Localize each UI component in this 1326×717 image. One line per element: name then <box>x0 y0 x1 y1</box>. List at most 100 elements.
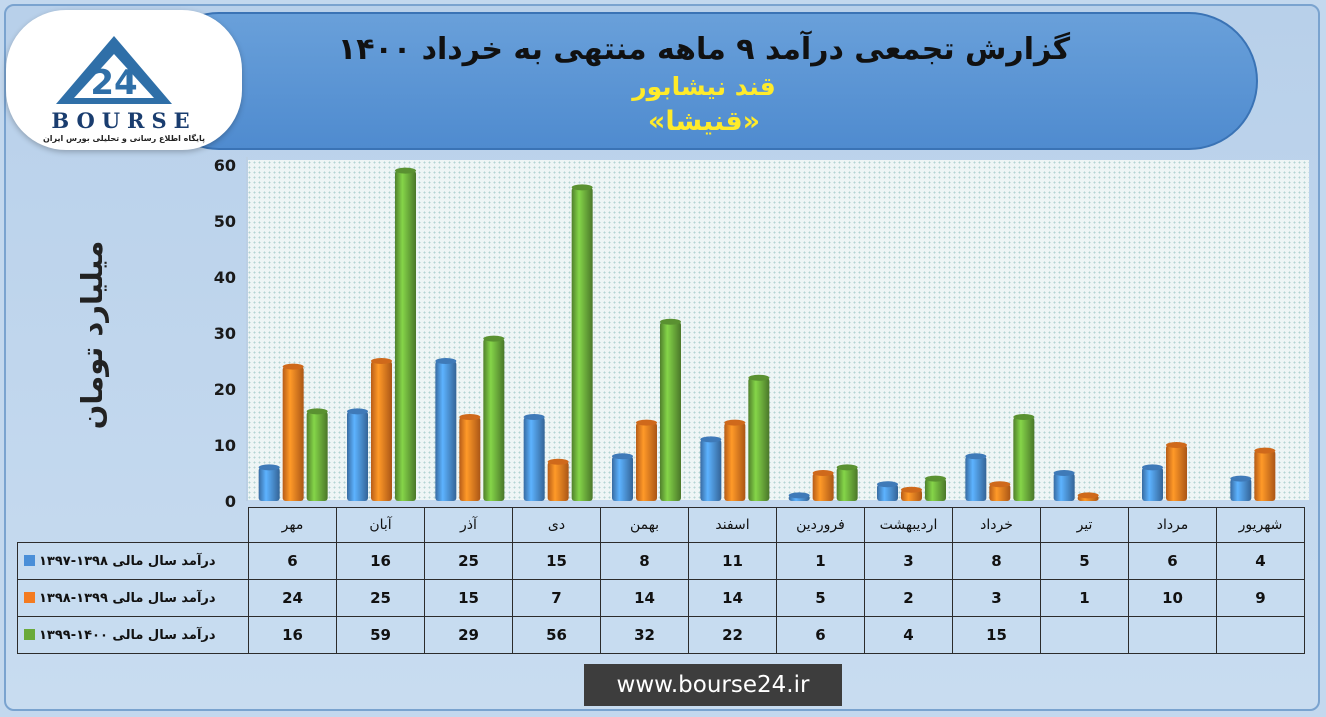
legend-label: درآمد سال مالی ۱۳۹۸-۱۳۹۷ <box>39 553 216 569</box>
bar-3 <box>836 467 858 501</box>
bar-2 <box>1254 450 1276 501</box>
bar-cap-2 <box>1254 447 1276 454</box>
bar-cap-3 <box>1013 414 1035 420</box>
bar-cap-3 <box>836 464 858 471</box>
bar-cap-1 <box>965 453 987 460</box>
table-cell-value: 32 <box>600 616 689 654</box>
table-cell-value: 15 <box>424 579 513 617</box>
legend-swatch <box>24 554 35 566</box>
legend-label: درآمد سال مالی ۱۴۰۰-۱۳۹۹ <box>39 627 216 643</box>
bar-cap-1 <box>1230 475 1252 482</box>
bar-1 <box>877 484 898 501</box>
bar-2 <box>636 422 657 501</box>
table-cell-value: 22 <box>688 616 777 654</box>
legend-label: درآمد سال مالی ۱۳۹۹-۱۳۹۸ <box>39 590 216 606</box>
x-category-label: خرداد <box>952 507 1041 543</box>
bar-cap-1 <box>788 492 810 499</box>
legend-swatch <box>24 591 35 603</box>
table-cell-value: 2 <box>864 579 953 617</box>
logo-word: BOURSE <box>51 108 197 133</box>
bar-cap-3 <box>925 475 946 482</box>
table-cell-value: 1 <box>1040 579 1129 617</box>
bar-3 <box>483 338 505 501</box>
bar-3 <box>306 411 328 501</box>
table-cell-value: 14 <box>600 579 689 617</box>
x-category-label: آبان <box>336 507 425 543</box>
bar-3 <box>1013 417 1035 501</box>
bar-cap-2 <box>636 419 657 426</box>
x-category-label: دی <box>512 507 601 543</box>
y-tick-label: 20 <box>214 380 236 399</box>
table-cell-value <box>1040 616 1129 654</box>
x-category-label: اسفند <box>688 507 777 543</box>
table-cell-value: 3 <box>864 542 953 580</box>
table-cell-value: 4 <box>1216 542 1305 580</box>
bar-cap-2 <box>1166 442 1187 448</box>
chart-title: گزارش تجمعی درآمد ۹ ماهه منتهی به خرداد … <box>337 32 1071 67</box>
bar-2 <box>371 361 392 501</box>
table-cell-value: 3 <box>952 579 1041 617</box>
bar-1 <box>523 417 545 501</box>
bar-3 <box>748 377 770 501</box>
table-cell-value: 11 <box>688 542 777 580</box>
table-cell-value: 56 <box>512 616 601 654</box>
y-axis-label: میلیارد تومان <box>75 240 109 430</box>
bar-cap-2 <box>459 414 481 420</box>
bar-cap-3 <box>748 374 770 381</box>
table-row-series-1: درآمد سال مالی ۱۳۹۸-۱۳۹۷ 6 16 25 15 8 11 1 3 8 5 6 4 <box>17 542 1305 580</box>
bar-cap-2 <box>901 486 922 493</box>
legend-entry: درآمد سال مالی ۱۴۰۰-۱۳۹۹ <box>17 616 249 654</box>
x-category-label: تیر <box>1040 507 1129 543</box>
bar-1 <box>1230 478 1252 501</box>
bar-2 <box>547 461 569 501</box>
bar-3 <box>925 478 946 501</box>
bar-2 <box>989 484 1011 501</box>
bar-cap-1 <box>1053 470 1075 476</box>
x-category-label: مهر <box>248 507 337 543</box>
bar-cap-2 <box>812 470 834 476</box>
bar-cap-3 <box>571 184 593 191</box>
bar-3 <box>571 187 593 501</box>
bar-1 <box>258 467 280 501</box>
x-category-label: شهریور <box>1216 507 1305 543</box>
table-cell-value: 9 <box>1216 579 1305 617</box>
y-tick-label: 30 <box>214 324 236 343</box>
y-tick-label: 40 <box>214 268 236 287</box>
bar-cap-2 <box>282 363 304 370</box>
legend-swatch <box>24 628 35 640</box>
company-symbol: «قنیشا» <box>647 106 761 137</box>
website-url[interactable]: www.bourse24.ir <box>584 664 842 706</box>
bar-3 <box>660 321 681 501</box>
legend-entry: درآمد سال مالی ۱۳۹۸-۱۳۹۷ <box>17 542 249 580</box>
table-cell-value: 5 <box>1040 542 1129 580</box>
table-cell-value: 8 <box>600 542 689 580</box>
bar-cap-3 <box>660 318 681 325</box>
bar-1 <box>965 456 987 501</box>
plot-area <box>247 160 1309 500</box>
table-cell-value: 7 <box>512 579 601 617</box>
bar-cap-2 <box>547 458 569 465</box>
table-cell-value: 14 <box>688 579 777 617</box>
table-cell-value: 6 <box>248 542 337 580</box>
bar-cap-1 <box>700 436 722 443</box>
logo-tagline: پایگاه اطلاع رسانی و تحلیلی بورس ایران <box>42 134 206 143</box>
table-cell-value: 4 <box>864 616 953 654</box>
bar-1 <box>1053 473 1075 501</box>
table-cell-value <box>1128 616 1217 654</box>
bar-2 <box>724 422 746 501</box>
bar-3 <box>395 170 416 501</box>
x-category-label: فروردین <box>776 507 865 543</box>
bar-cap-2 <box>724 419 746 426</box>
bar-1 <box>435 361 457 501</box>
table-cell-value: 8 <box>952 542 1041 580</box>
chart-header: گزارش تجمعی درآمد ۹ ماهه منتهی به خرداد … <box>150 12 1258 150</box>
y-tick-label: 60 <box>214 156 236 175</box>
legend-entry: درآمد سال مالی ۱۳۹۹-۱۳۹۸ <box>17 579 249 617</box>
bar-cap-2 <box>1077 492 1099 499</box>
table-header-row: مهر آبان آذر دی بهمن اسفند فروردین اردیبهشت خردا… <box>17 507 1305 543</box>
logo-mark-text: 24 <box>90 63 137 103</box>
y-tick-label: 0 <box>225 492 236 511</box>
x-category-label: اردیبهشت <box>864 507 953 543</box>
bar-cap-1 <box>435 358 457 364</box>
table-cell-value: 6 <box>1128 542 1217 580</box>
